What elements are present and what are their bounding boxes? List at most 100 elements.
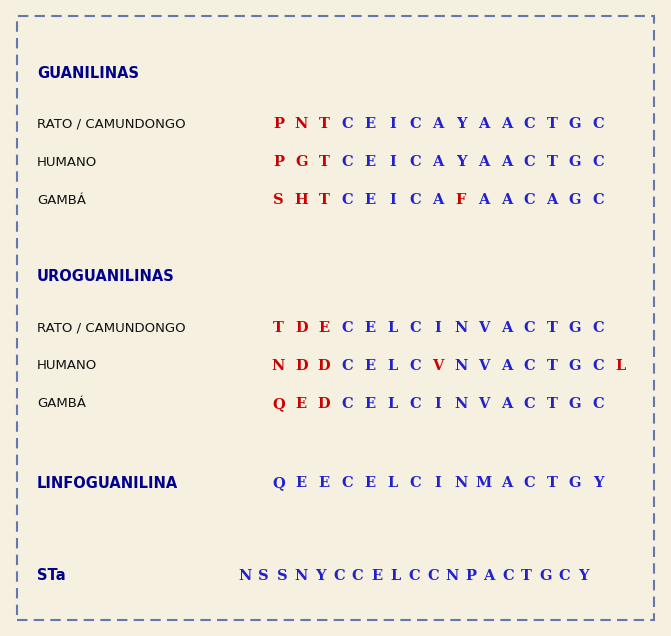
Text: T: T	[521, 569, 532, 583]
Text: E: E	[364, 193, 375, 207]
FancyBboxPatch shape	[17, 16, 654, 620]
Text: P: P	[273, 155, 284, 169]
Text: A: A	[433, 117, 444, 131]
Text: E: E	[296, 476, 307, 490]
Text: N: N	[445, 569, 458, 583]
Text: N: N	[454, 321, 468, 335]
Text: T: T	[547, 117, 558, 131]
Text: D: D	[318, 397, 330, 411]
Text: L: L	[387, 476, 398, 490]
Text: C: C	[592, 155, 604, 169]
Text: RATO / CAMUNDONGO: RATO / CAMUNDONGO	[37, 118, 185, 130]
Text: C: C	[592, 193, 604, 207]
Text: V: V	[478, 397, 489, 411]
Text: Q: Q	[272, 397, 285, 411]
Text: N: N	[272, 359, 285, 373]
Text: A: A	[501, 193, 512, 207]
Text: C: C	[341, 321, 353, 335]
Text: I: I	[435, 397, 442, 411]
Text: LINFOGUANILINA: LINFOGUANILINA	[37, 476, 178, 491]
Text: T: T	[319, 155, 329, 169]
Text: M: M	[476, 476, 492, 490]
Text: S: S	[273, 193, 284, 207]
Text: A: A	[478, 155, 489, 169]
Text: E: E	[364, 117, 375, 131]
Text: Q: Q	[272, 476, 285, 490]
Text: C: C	[341, 476, 353, 490]
Text: L: L	[390, 569, 401, 583]
Text: L: L	[615, 359, 626, 373]
Text: Y: Y	[315, 569, 325, 583]
Text: G: G	[569, 155, 581, 169]
Text: C: C	[341, 117, 353, 131]
Text: C: C	[409, 359, 421, 373]
Text: V: V	[478, 359, 489, 373]
Text: A: A	[501, 359, 512, 373]
Text: E: E	[364, 321, 375, 335]
Text: C: C	[592, 321, 604, 335]
Text: C: C	[409, 117, 421, 131]
Text: C: C	[592, 397, 604, 411]
Text: C: C	[592, 359, 604, 373]
Text: C: C	[523, 397, 535, 411]
Text: A: A	[433, 193, 444, 207]
Text: C: C	[427, 569, 439, 583]
Text: G: G	[569, 117, 581, 131]
Text: D: D	[295, 321, 307, 335]
Text: S: S	[277, 569, 288, 583]
Text: N: N	[454, 359, 468, 373]
Text: D: D	[318, 359, 330, 373]
Text: T: T	[319, 193, 329, 207]
Text: C: C	[523, 117, 535, 131]
Text: Y: Y	[456, 117, 466, 131]
Text: L: L	[387, 397, 398, 411]
Text: A: A	[478, 193, 489, 207]
Text: G: G	[569, 321, 581, 335]
Text: T: T	[547, 397, 558, 411]
Text: L: L	[387, 359, 398, 373]
Text: C: C	[409, 476, 421, 490]
Text: A: A	[501, 476, 512, 490]
Text: L: L	[387, 321, 398, 335]
Text: A: A	[501, 321, 512, 335]
Text: C: C	[341, 359, 353, 373]
Text: GAMBÁ: GAMBÁ	[37, 194, 86, 207]
Text: P: P	[273, 117, 284, 131]
Text: I: I	[435, 476, 442, 490]
Text: T: T	[547, 321, 558, 335]
Text: GUANILINAS: GUANILINAS	[37, 66, 139, 81]
Text: C: C	[409, 155, 421, 169]
Text: C: C	[558, 569, 570, 583]
Text: T: T	[547, 359, 558, 373]
Text: E: E	[364, 359, 375, 373]
Text: C: C	[341, 397, 353, 411]
Text: G: G	[295, 155, 307, 169]
Text: UROGUANILINAS: UROGUANILINAS	[37, 269, 174, 284]
Text: I: I	[435, 321, 442, 335]
Text: V: V	[478, 321, 489, 335]
Text: C: C	[523, 476, 535, 490]
Text: STa: STa	[37, 568, 66, 583]
Text: A: A	[547, 193, 558, 207]
Text: E: E	[319, 476, 329, 490]
Text: Y: Y	[592, 476, 603, 490]
Text: G: G	[569, 476, 581, 490]
Text: T: T	[547, 155, 558, 169]
Text: I: I	[389, 155, 396, 169]
Text: Y: Y	[456, 155, 466, 169]
Text: C: C	[341, 155, 353, 169]
Text: C: C	[333, 569, 345, 583]
Text: D: D	[295, 359, 307, 373]
Text: A: A	[501, 117, 512, 131]
Text: T: T	[547, 476, 558, 490]
Text: G: G	[539, 569, 552, 583]
Text: F: F	[456, 193, 466, 207]
Text: C: C	[523, 193, 535, 207]
Text: C: C	[408, 569, 420, 583]
Text: N: N	[295, 117, 308, 131]
Text: C: C	[523, 155, 535, 169]
Text: C: C	[341, 193, 353, 207]
Text: P: P	[465, 569, 476, 583]
Text: A: A	[484, 569, 495, 583]
Text: I: I	[389, 117, 396, 131]
